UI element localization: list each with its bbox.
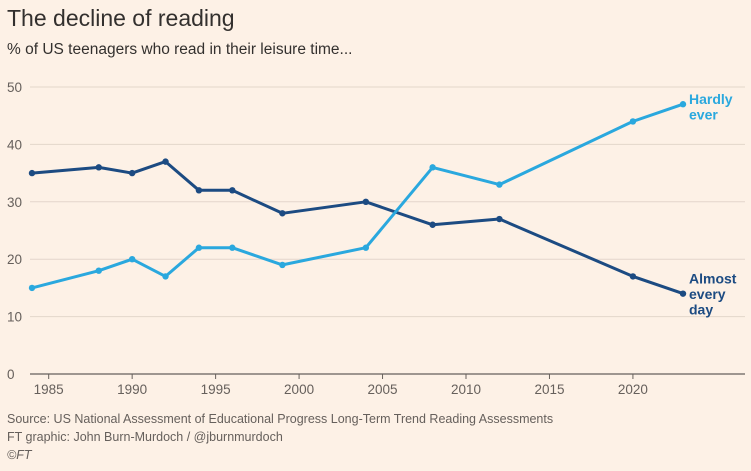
- x-tick-label: 2020: [618, 382, 648, 397]
- data-point: [496, 181, 503, 188]
- data-point: [429, 164, 436, 171]
- data-point: [279, 261, 286, 269]
- y-tick-label: 30: [7, 195, 22, 210]
- chart-title: The decline of reading: [7, 5, 235, 31]
- series-line-0: [30, 160, 685, 296]
- series-label-line: every: [689, 286, 726, 302]
- data-point: [496, 215, 503, 223]
- y-tick-label: 0: [7, 367, 15, 382]
- x-tick-label: 2015: [534, 382, 564, 397]
- x-tick-label: 2000: [284, 382, 314, 397]
- data-point: [95, 267, 102, 274]
- data-point: [629, 118, 637, 125]
- data-point: [162, 273, 169, 280]
- series-label-line: day: [689, 302, 713, 318]
- series-line-1: [30, 102, 685, 290]
- graphic-credit: FT graphic: John Burn-Murdoch / @jburnmu…: [7, 430, 283, 444]
- data-point: [229, 244, 236, 251]
- data-point: [195, 244, 203, 251]
- y-tick-label: 20: [7, 252, 22, 267]
- data-point: [195, 187, 203, 194]
- data-point: [229, 187, 236, 194]
- series-label-line: Almost: [689, 271, 737, 287]
- x-tick-label: 1985: [34, 382, 64, 397]
- x-tick-label: 1995: [201, 382, 231, 397]
- series-group: [28, 101, 687, 297]
- y-tick-label: 10: [7, 310, 22, 325]
- data-point: [28, 169, 36, 177]
- data-point: [95, 164, 102, 171]
- data-point: [162, 158, 169, 165]
- x-tick-label: 2010: [451, 382, 481, 397]
- data-point: [128, 169, 136, 177]
- y-tick-label: 40: [7, 137, 22, 152]
- chart-subtitle: % of US teenagers who read in their leis…: [7, 41, 353, 58]
- data-point: [362, 244, 370, 251]
- gridlines: [30, 86, 745, 375]
- x-tick-label: 2005: [368, 382, 398, 397]
- y-axis-ticks: 0 10 20 30 40 50: [7, 80, 22, 382]
- data-point: [28, 284, 36, 292]
- copyright-note: ©FT: [7, 448, 32, 462]
- data-point: [679, 290, 687, 297]
- series-label-line: ever: [689, 107, 718, 123]
- data-point: [128, 256, 136, 263]
- data-point: [279, 210, 286, 217]
- data-point: [362, 198, 370, 205]
- x-tick-label: 1990: [117, 382, 147, 397]
- data-point: [679, 101, 687, 108]
- y-tick-label: 50: [7, 80, 22, 95]
- data-point: [629, 273, 637, 280]
- series-label-line: Hardly: [689, 91, 733, 107]
- source-note: Source: US National Assessment of Educat…: [7, 412, 554, 426]
- x-axis-ticks: 1985 1990 1995 2000 2005 2010 2015 2020: [34, 374, 648, 397]
- data-point: [429, 221, 436, 228]
